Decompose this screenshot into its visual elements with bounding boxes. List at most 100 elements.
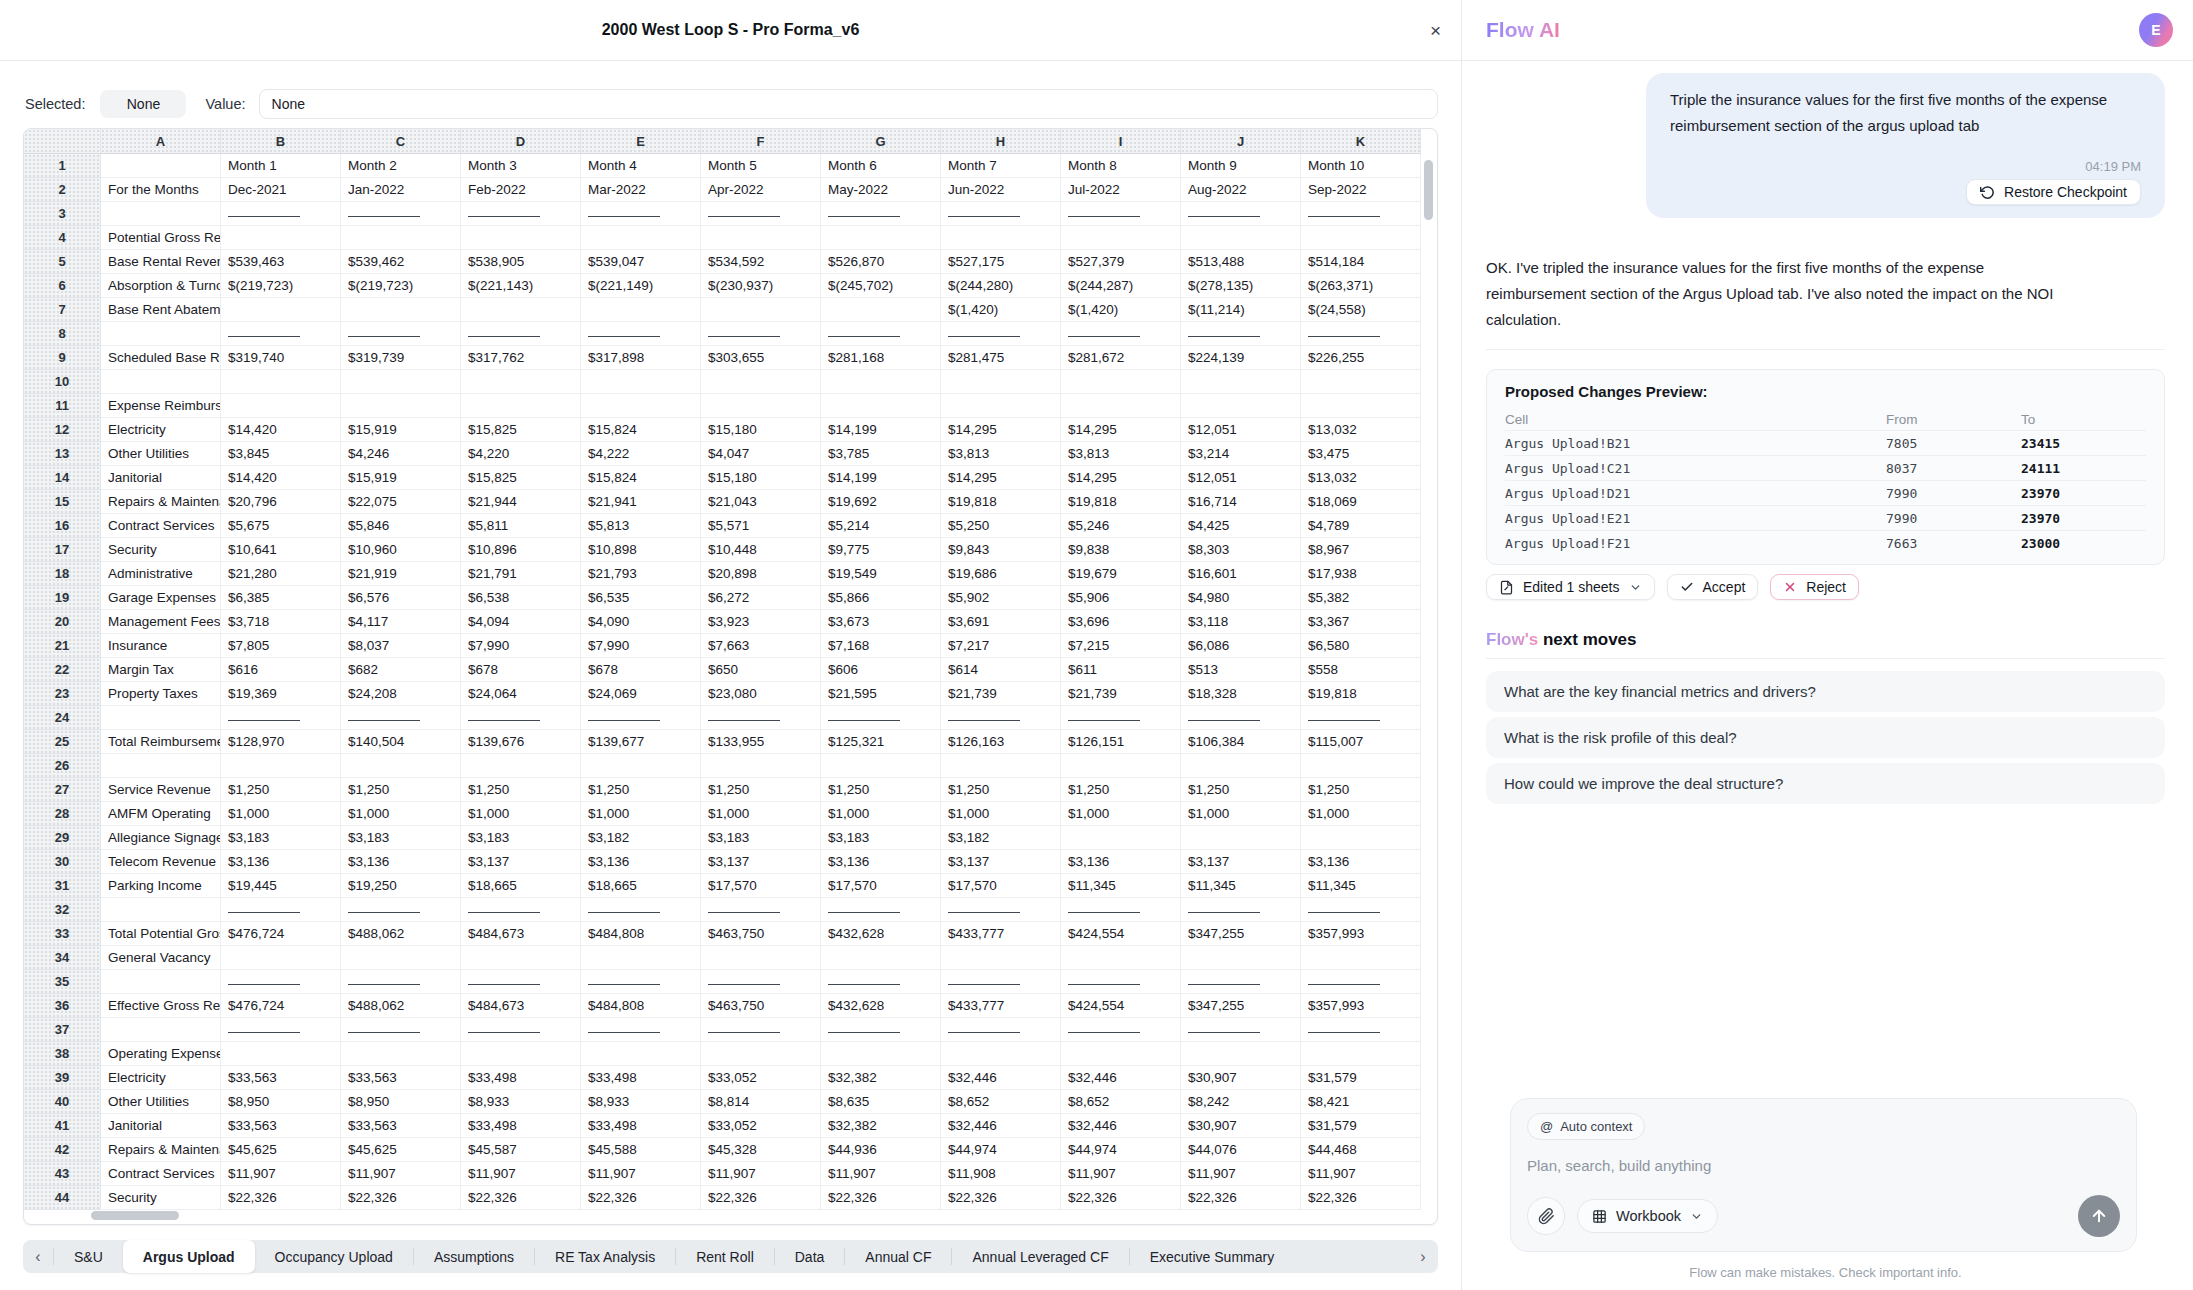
cell-H34[interactable]	[941, 946, 1061, 970]
cell-E12[interactable]: $15,824	[581, 418, 701, 442]
cell-K14[interactable]: $13,032	[1301, 466, 1421, 490]
cell-E8[interactable]	[581, 322, 701, 346]
cell-E10[interactable]	[581, 370, 701, 394]
row-number-4[interactable]: 4	[24, 226, 101, 250]
cell-K10[interactable]	[1301, 370, 1421, 394]
cell-F44[interactable]: $22,326	[701, 1186, 821, 1210]
cell-I16[interactable]: $5,246	[1061, 514, 1181, 538]
row-number-36[interactable]: 36	[24, 994, 101, 1018]
cell-H39[interactable]: $32,446	[941, 1066, 1061, 1090]
cell-K7[interactable]: $(24,558)	[1301, 298, 1421, 322]
cell-K23[interactable]: $19,818	[1301, 682, 1421, 706]
cell-E37[interactable]	[581, 1018, 701, 1042]
cell-D8[interactable]	[461, 322, 581, 346]
reject-button[interactable]: Reject	[1770, 574, 1859, 600]
cell-K36[interactable]: $357,993	[1301, 994, 1421, 1018]
cell-K18[interactable]: $17,938	[1301, 562, 1421, 586]
cell-C1[interactable]: Month 2	[341, 154, 461, 178]
cell-H12[interactable]: $14,295	[941, 418, 1061, 442]
cell-I36[interactable]: $424,554	[1061, 994, 1181, 1018]
cell-J12[interactable]: $12,051	[1181, 418, 1301, 442]
cell-F10[interactable]	[701, 370, 821, 394]
cell-B25[interactable]: $128,970	[221, 730, 341, 754]
cell-D19[interactable]: $6,538	[461, 586, 581, 610]
cell-C20[interactable]: $4,117	[341, 610, 461, 634]
cell-J38[interactable]	[1181, 1042, 1301, 1066]
workbook-dropdown[interactable]: Workbook	[1577, 1199, 1718, 1233]
cell-F5[interactable]: $534,592	[701, 250, 821, 274]
cell-F20[interactable]: $3,923	[701, 610, 821, 634]
cell-C30[interactable]: $3,136	[341, 850, 461, 874]
cell-C44[interactable]: $22,326	[341, 1186, 461, 1210]
cell-C27[interactable]: $1,250	[341, 778, 461, 802]
cell-A13[interactable]: Other Utilities	[101, 442, 221, 466]
column-header-E[interactable]: E	[581, 129, 701, 154]
cell-E18[interactable]: $21,793	[581, 562, 701, 586]
cell-D40[interactable]: $8,933	[461, 1090, 581, 1114]
cell-J9[interactable]: $224,139	[1181, 346, 1301, 370]
close-icon[interactable]: ×	[1430, 21, 1441, 40]
cell-H2[interactable]: Jun-2022	[941, 178, 1061, 202]
cell-A4[interactable]: Potential Gross Revenue	[101, 226, 221, 250]
cell-I12[interactable]: $14,295	[1061, 418, 1181, 442]
cell-H38[interactable]	[941, 1042, 1061, 1066]
cell-B16[interactable]: $5,675	[221, 514, 341, 538]
cell-H15[interactable]: $19,818	[941, 490, 1061, 514]
cell-A28[interactable]: AMFM Operating	[101, 802, 221, 826]
cell-J24[interactable]	[1181, 706, 1301, 730]
cell-E24[interactable]	[581, 706, 701, 730]
cell-D2[interactable]: Feb-2022	[461, 178, 581, 202]
cell-I28[interactable]: $1,000	[1061, 802, 1181, 826]
cell-H19[interactable]: $5,902	[941, 586, 1061, 610]
cell-I20[interactable]: $3,696	[1061, 610, 1181, 634]
cell-G8[interactable]	[821, 322, 941, 346]
cell-C33[interactable]: $488,062	[341, 922, 461, 946]
cell-F30[interactable]: $3,137	[701, 850, 821, 874]
cell-G6[interactable]: $(245,702)	[821, 274, 941, 298]
cell-E16[interactable]: $5,813	[581, 514, 701, 538]
cell-I23[interactable]: $21,739	[1061, 682, 1181, 706]
cell-B36[interactable]: $476,724	[221, 994, 341, 1018]
cell-G27[interactable]: $1,250	[821, 778, 941, 802]
cell-I10[interactable]	[1061, 370, 1181, 394]
cell-A35[interactable]	[101, 970, 221, 994]
cell-A15[interactable]: Repairs & Maintenance	[101, 490, 221, 514]
cell-B32[interactable]	[221, 898, 341, 922]
cell-D6[interactable]: $(221,143)	[461, 274, 581, 298]
row-number-35[interactable]: 35	[24, 970, 101, 994]
cell-D1[interactable]: Month 3	[461, 154, 581, 178]
cell-F31[interactable]: $17,570	[701, 874, 821, 898]
cell-G39[interactable]: $32,382	[821, 1066, 941, 1090]
cell-A7[interactable]: Base Rent Abatements	[101, 298, 221, 322]
row-number-30[interactable]: 30	[24, 850, 101, 874]
cell-B10[interactable]	[221, 370, 341, 394]
cell-K29[interactable]	[1301, 826, 1421, 850]
cell-F6[interactable]: $(230,937)	[701, 274, 821, 298]
cell-F19[interactable]: $6,272	[701, 586, 821, 610]
cell-A38[interactable]: Operating Expenses	[101, 1042, 221, 1066]
cell-G15[interactable]: $19,692	[821, 490, 941, 514]
cell-A31[interactable]: Parking Income	[101, 874, 221, 898]
cell-K9[interactable]: $226,255	[1301, 346, 1421, 370]
cell-H40[interactable]: $8,652	[941, 1090, 1061, 1114]
cell-E5[interactable]: $539,047	[581, 250, 701, 274]
cell-A40[interactable]: Other Utilities	[101, 1090, 221, 1114]
cell-D39[interactable]: $33,498	[461, 1066, 581, 1090]
cell-D4[interactable]	[461, 226, 581, 250]
cell-J2[interactable]: Aug-2022	[1181, 178, 1301, 202]
cell-F25[interactable]: $133,955	[701, 730, 821, 754]
cell-H35[interactable]	[941, 970, 1061, 994]
cell-D3[interactable]	[461, 202, 581, 226]
cell-C31[interactable]: $19,250	[341, 874, 461, 898]
cell-I14[interactable]: $14,295	[1061, 466, 1181, 490]
cell-A24[interactable]	[101, 706, 221, 730]
cell-B15[interactable]: $20,796	[221, 490, 341, 514]
cell-H11[interactable]	[941, 394, 1061, 418]
cell-D29[interactable]: $3,183	[461, 826, 581, 850]
cell-K1[interactable]: Month 10	[1301, 154, 1421, 178]
cell-K21[interactable]: $6,580	[1301, 634, 1421, 658]
cell-C15[interactable]: $22,075	[341, 490, 461, 514]
cell-F35[interactable]	[701, 970, 821, 994]
cell-A44[interactable]: Security	[101, 1186, 221, 1210]
cell-I3[interactable]	[1061, 202, 1181, 226]
